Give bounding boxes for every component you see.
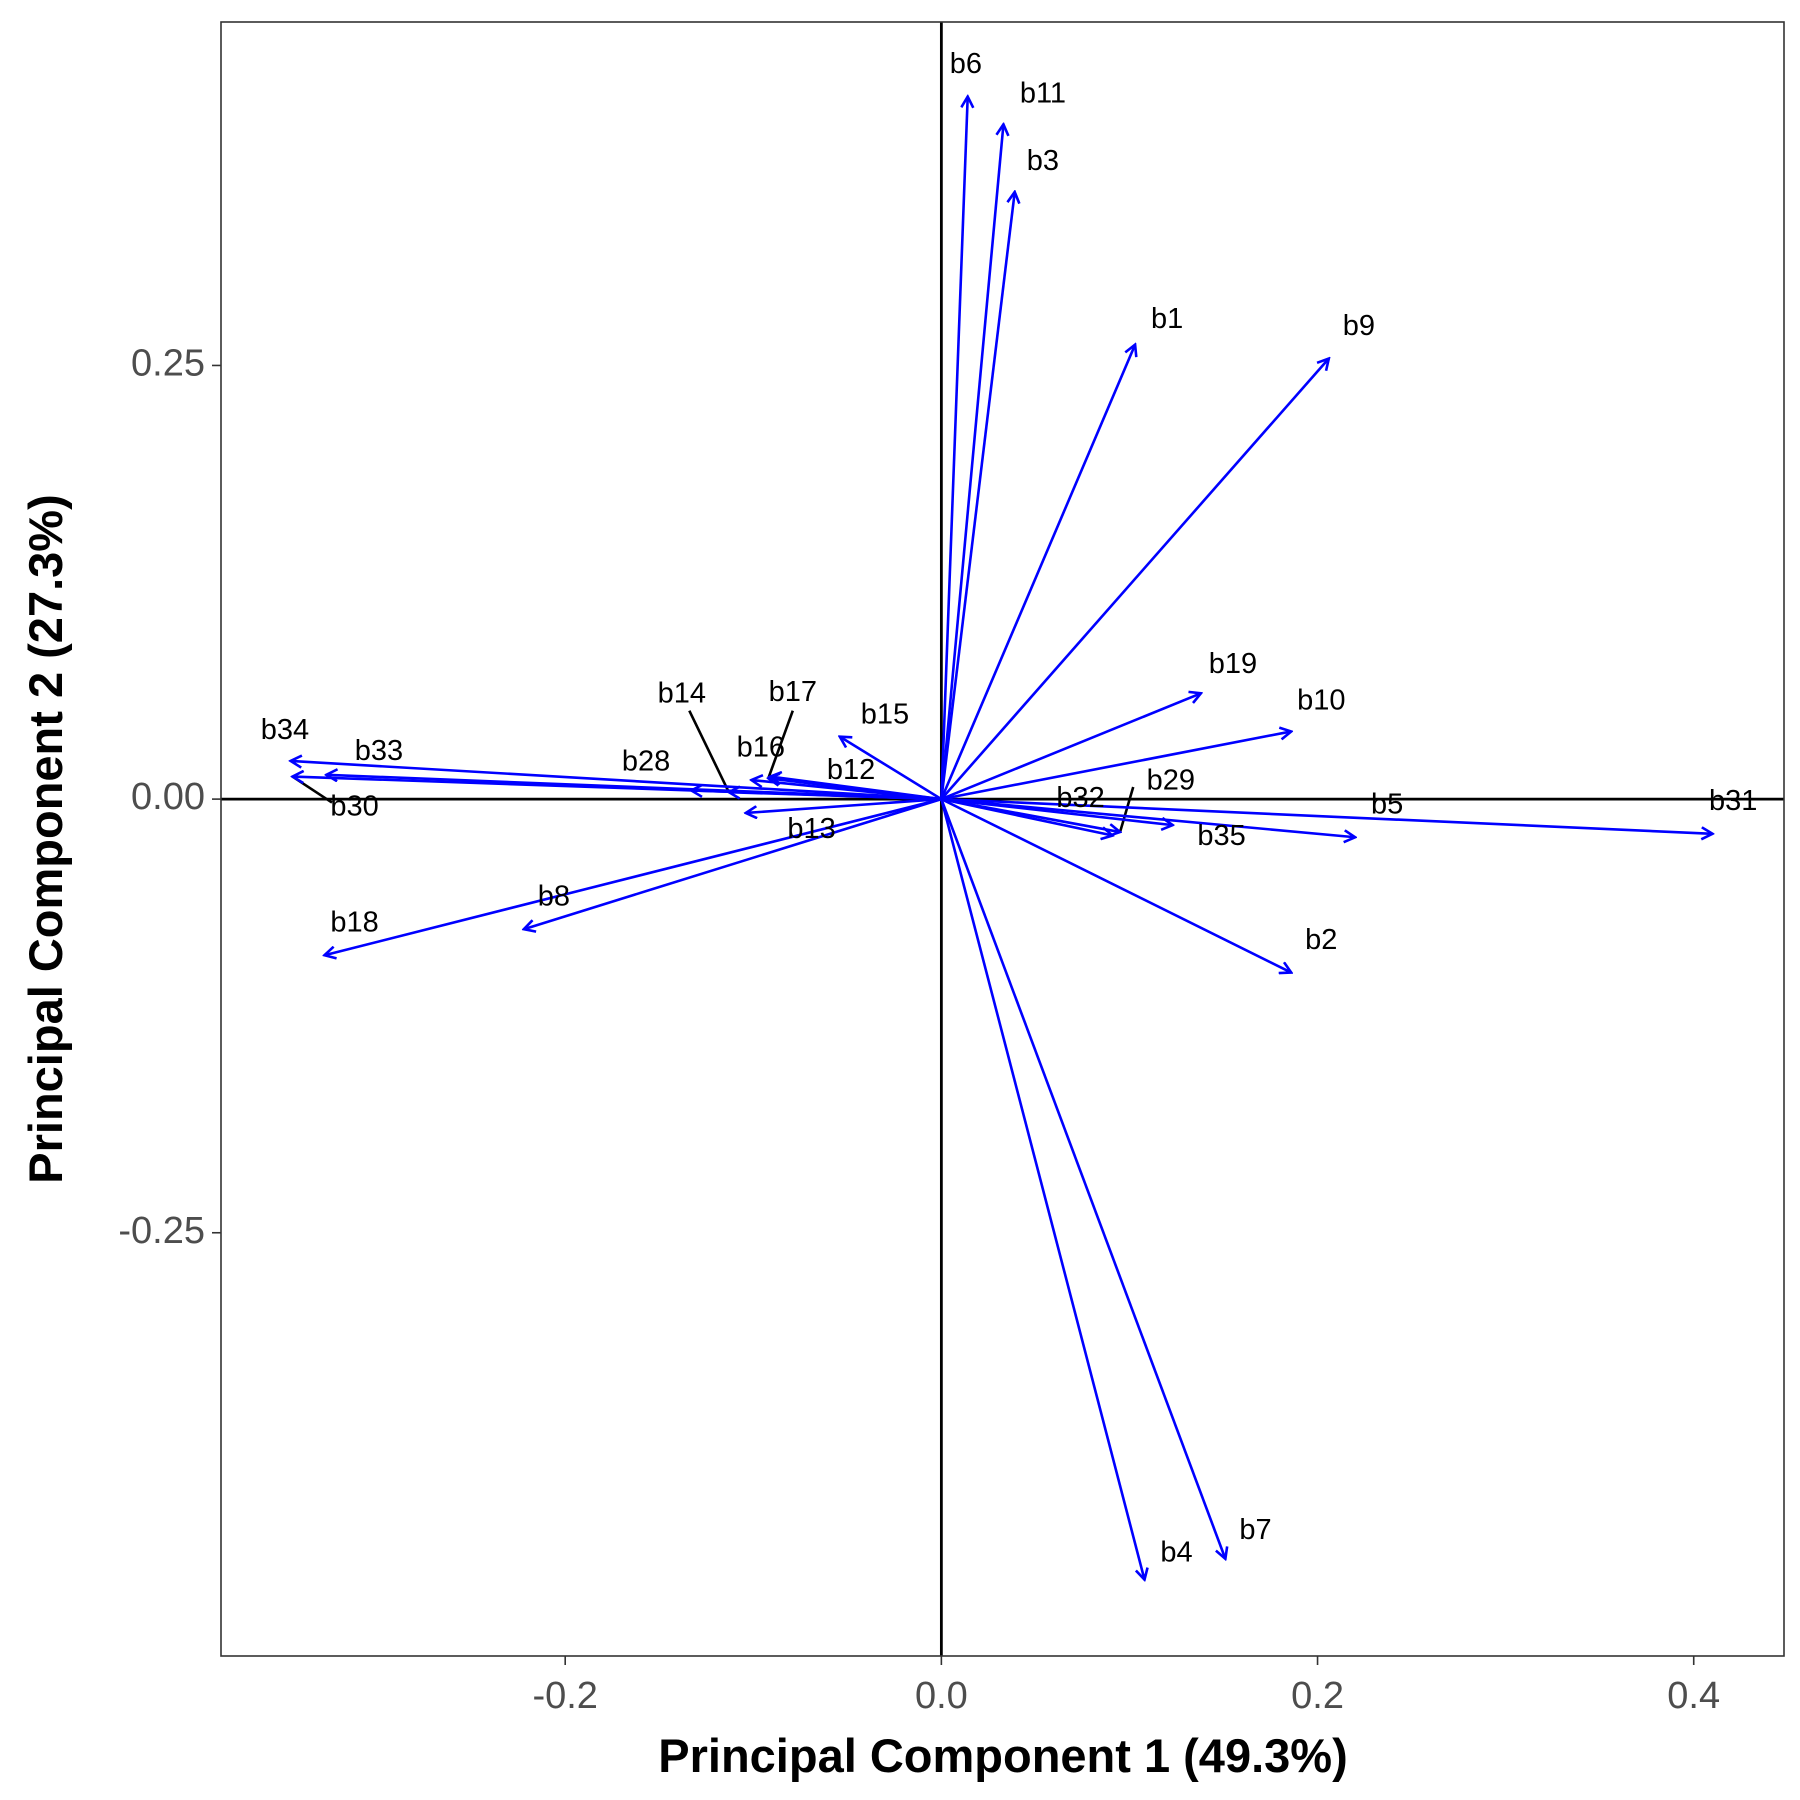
loading-label-b1: b1: [1151, 303, 1183, 335]
loading-label-b15: b15: [861, 698, 909, 730]
loading-label-b32: b32: [1056, 782, 1104, 814]
loading-arrow-b33: [326, 775, 942, 801]
y-tick-label: 0.25: [131, 342, 205, 384]
loading-label-b30: b30: [330, 790, 378, 822]
loading-label-b5: b5: [1371, 789, 1403, 821]
plot-frame: [220, 21, 1785, 1657]
loading-label-b12: b12: [827, 754, 875, 786]
loading-arrow-b8: [524, 797, 942, 929]
reference-lines: [221, 22, 1784, 1656]
plot-panel: [221, 22, 1784, 1656]
y-axis-title: Principal Component 2 (27.3%): [19, 494, 72, 1183]
loading-label-b33: b33: [355, 735, 403, 767]
x-tick-label: -0.2: [532, 1675, 597, 1717]
x-axis-title: Principal Component 1 (49.3%): [658, 1729, 1347, 1782]
loading-label-b31: b31: [1709, 785, 1757, 817]
loading-label-b13: b13: [787, 813, 835, 845]
loading-arrow-b15: [840, 737, 943, 801]
loading-arrow-b11: [940, 124, 1003, 800]
loading-arrow-b32: [941, 797, 1112, 835]
loading-arrow-b34: [291, 761, 942, 801]
loading-labels: b1 b2 b3 b4 b5 b6 b7 b8 b9 b10 b11 b12 b13 b14 b15 b16 b…: [261, 48, 1758, 1568]
x-tick-label: 0.2: [1291, 1675, 1344, 1717]
x-tick-label: 0.4: [1667, 1675, 1720, 1717]
loading-arrow-b35: [941, 797, 1172, 825]
loading-arrow-b7: [940, 798, 1225, 1559]
loading-arrow-b18: [324, 797, 942, 955]
x-axis-ticks: -0.2 0.0 0.2 0.4: [532, 1656, 1720, 1717]
loading-arrow-b17: [768, 778, 942, 801]
loading-arrow-b10: [941, 731, 1291, 801]
loading-arrow-b1: [940, 345, 1135, 800]
x-tick-label: 0.0: [915, 1675, 968, 1717]
loading-label-b4: b4: [1160, 1536, 1192, 1568]
loading-label-b8: b8: [538, 881, 570, 913]
leader-line-b14: [688, 710, 731, 793]
loading-label-b14: b14: [658, 678, 706, 710]
loading-label-b35: b35: [1197, 820, 1245, 852]
loading-label-b3: b3: [1027, 145, 1059, 177]
loading-label-b7: b7: [1239, 1514, 1271, 1546]
loading-arrow-b4: [940, 798, 1144, 1580]
loading-arrow-b31: [941, 797, 1712, 834]
loading-label-b11: b11: [1020, 78, 1066, 110]
leader-line-b17: [767, 710, 795, 779]
loading-label-b9: b9: [1343, 310, 1375, 342]
loading-arrow-b13: [746, 797, 942, 813]
loading-label-b16: b16: [737, 731, 785, 763]
loading-label-b28: b28: [622, 745, 670, 777]
loading-arrows: [291, 97, 1713, 1580]
loading-arrow-b5: [941, 797, 1355, 837]
loading-label-b29: b29: [1147, 764, 1195, 796]
loading-arrow-b6: [940, 97, 967, 800]
y-tick-label: 0.00: [131, 776, 205, 818]
loading-label-b10: b10: [1297, 685, 1345, 717]
loading-label-b34: b34: [261, 714, 309, 746]
loading-arrow-b3: [940, 192, 1014, 800]
loading-arrow-b19: [940, 693, 1201, 801]
loading-arrow-b9: [940, 359, 1328, 800]
y-tick-label: -0.25: [118, 1210, 205, 1252]
loading-label-b19: b19: [1209, 648, 1257, 680]
loading-label-b6: b6: [950, 48, 982, 80]
loading-label-b17: b17: [769, 676, 817, 708]
y-axis-ticks: -0.25 0.00 0.25: [118, 342, 221, 1252]
loading-label-b2: b2: [1305, 924, 1337, 956]
loading-arrow-b2: [940, 797, 1291, 972]
loading-label-b18: b18: [330, 907, 378, 939]
